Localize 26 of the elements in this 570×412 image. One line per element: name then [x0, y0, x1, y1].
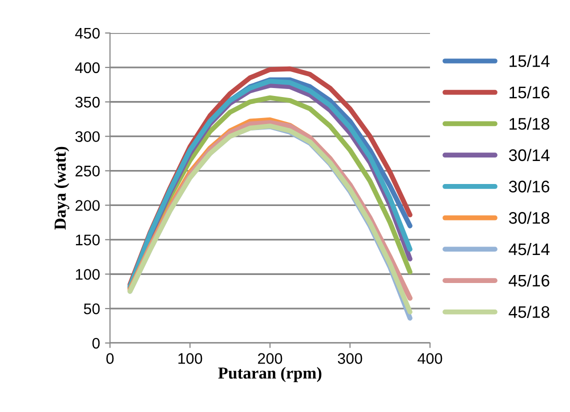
y-tick-label: 250	[76, 166, 100, 176]
x-axis-title: Putaran (rpm)	[218, 366, 322, 382]
x-tick-label: 100	[178, 353, 202, 364]
legend-label: 45/14	[508, 242, 550, 256]
legend-label: 30/14	[508, 148, 550, 162]
legend-label: 30/18	[508, 212, 550, 224]
x-tick-label: 300	[338, 353, 362, 364]
legend-label: 15/14	[510, 54, 550, 67]
y-tick-label: 50	[84, 303, 100, 314]
x-tick-label: 200	[258, 353, 282, 364]
y-tick-label: 350	[75, 96, 100, 108]
y-tick-label: 300	[75, 131, 100, 142]
legend-label: 15/16	[510, 86, 550, 98]
y-tick-label: 0	[92, 338, 100, 349]
y-axis-title: Daya (watt)	[54, 146, 70, 230]
y-tick-label: 400	[75, 62, 100, 74]
y-tick-label: 200	[76, 200, 100, 211]
legend-label: 45/18	[508, 306, 550, 318]
y-tick-label: 100	[76, 268, 100, 280]
y-tick-label: 150	[76, 234, 100, 246]
legend-label: 45/16	[508, 274, 550, 287]
legend-label: 15/18	[510, 117, 550, 130]
x-tick-label: 400	[418, 353, 442, 364]
x-tick-label: 0	[106, 353, 114, 364]
y-tick-label: 450	[75, 28, 100, 39]
legend-label: 30/16	[508, 180, 550, 192]
